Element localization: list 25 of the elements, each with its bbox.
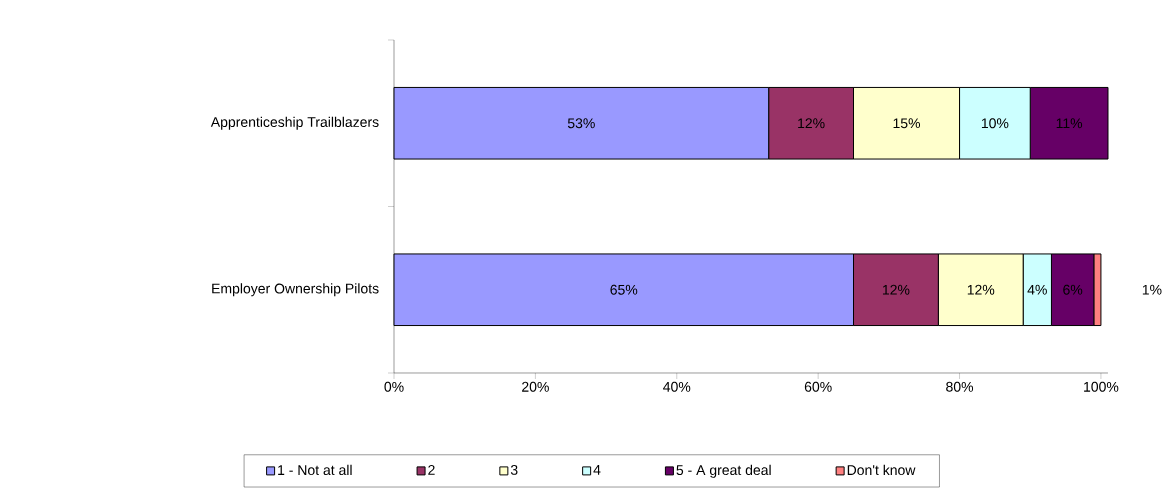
data-label: 11% xyxy=(1056,118,1083,129)
x-tick-label: 0% xyxy=(384,381,404,392)
data-label: 53% xyxy=(567,118,595,129)
data-label: 12% xyxy=(798,118,825,129)
legend-label: 1 - Not at all xyxy=(278,464,352,476)
legend-label: 2 xyxy=(428,464,435,475)
x-tick-label: 100% xyxy=(1084,381,1119,392)
y-tick-label: Employer Ownership Pilots xyxy=(212,283,379,297)
data-label: 6% xyxy=(1063,284,1083,295)
x-tick-label: 40% xyxy=(663,381,691,392)
legend-label: 5 - A great deal xyxy=(676,464,771,478)
data-label: 4% xyxy=(1027,284,1047,295)
x-tick-label: 60% xyxy=(804,381,832,392)
data-label: 65% xyxy=(610,284,638,295)
data-label: 1% xyxy=(1142,284,1162,295)
legend-label: 4 xyxy=(593,465,601,475)
x-tick-label: 80% xyxy=(946,381,974,392)
x-tick-label: 20% xyxy=(522,381,549,392)
legend-label: Don't know xyxy=(847,464,916,476)
data-label: 15% xyxy=(893,118,921,129)
y-tick-label: Apprenticeship Trailblazers xyxy=(210,116,379,130)
data-label: 12% xyxy=(967,284,995,295)
data-label: 12% xyxy=(882,284,910,295)
data-label: 10% xyxy=(981,118,1009,129)
legend-label: 3 xyxy=(510,464,518,475)
